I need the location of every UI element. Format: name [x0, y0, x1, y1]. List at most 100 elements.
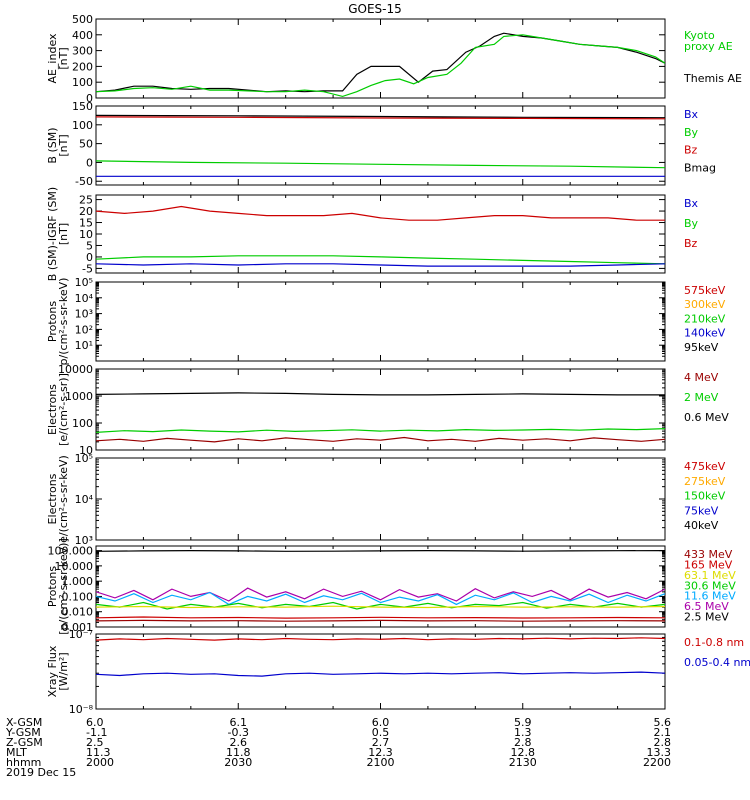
ae-legend-themis-ae: Themis AE	[683, 72, 742, 85]
x-axis-value: 5.9	[514, 716, 532, 729]
x-axis-value: 1.3	[514, 726, 532, 739]
protons_hi-series-6-5-mev	[96, 587, 665, 602]
ae-series-kyoto-proxy-ae	[96, 34, 665, 98]
ae-frame	[95, 18, 666, 99]
x-axis-value: 6.1	[230, 716, 248, 729]
x-axis-value: 11.3	[86, 746, 111, 759]
electrons_e-legend-75kev: 75keV	[684, 504, 719, 517]
ae-y-tick-label: 100	[72, 76, 93, 89]
electrons_int-legend-0-6-mev: 0.6 MeV	[684, 411, 729, 424]
bigrf-legend-bz: Bz	[684, 237, 698, 250]
protons_hi-legend-2-5-mev: 2.5 MeV	[684, 611, 729, 624]
protons_hi-y-tick-label: 0.010	[62, 606, 94, 619]
ae-y-tick-label: 200	[72, 60, 93, 73]
protons_e-y-axis-label: Protons	[46, 301, 59, 342]
protons_hi-frame	[95, 545, 666, 628]
protons_hi-y-axis-label: Protons	[46, 566, 59, 607]
bsm-series-by	[96, 160, 665, 169]
protons_hi-y-tick-label: 10.000	[55, 560, 94, 573]
bsm-series-bmag	[96, 114, 665, 119]
electrons_int-y-axis-label: [e/(cm²-s-sr)]	[57, 373, 70, 446]
protons_hi-legend-30-6-mev: 30.6 MeV	[684, 579, 736, 592]
x-row-label-mlt: MLT	[6, 746, 27, 759]
bigrf-y-axis-label: [nT]	[57, 223, 70, 245]
protons_e-legend-210kev: 210keV	[684, 312, 726, 325]
bsm-legend-by: By	[684, 126, 699, 139]
electrons_e-y-axis-label: e/(cm²-s-sr-keV)	[57, 455, 70, 543]
x-row-label-z-gsm: Z-GSM	[6, 736, 43, 749]
bsm-y-axis-label: B (SM)	[46, 127, 59, 163]
x-axis-value: 2130	[509, 756, 537, 769]
protons_hi-series-63-1-mev	[96, 605, 665, 609]
x-axis-value: 2100	[367, 756, 395, 769]
x-row-label-x-gsm: X-GSM	[6, 716, 42, 729]
electrons_e-frame	[95, 457, 666, 541]
xray-legend-0-05-0-4-nm: 0.05-0.4 nm	[684, 656, 750, 669]
panel-protons_hi: 0.001 0.010 0.100 1.000 10.000 100.000 Protons…	[46, 538, 736, 635]
panel-bsm: -50 0 50 100 150 B (SM)[nT] Bx By Bz Bmag	[46, 100, 716, 188]
plot-title: GOES-15	[348, 2, 402, 16]
xray-y-tick-label: 10⁻⁸	[69, 703, 94, 716]
ae-y-tick-label: 400	[72, 29, 93, 42]
protons_hi-series-11-6-mev	[96, 591, 665, 606]
x-axis-value: 2.1	[654, 726, 672, 739]
bigrf-series-bz	[96, 205, 665, 221]
x-axis-value: 11.8	[226, 746, 251, 759]
x-axis-value: 2030	[224, 756, 252, 769]
protons_hi-series-2-5-mev	[96, 549, 665, 552]
bsm-legend-bz: Bz	[684, 144, 698, 157]
protons_e-y-tick-label: 10⁵	[75, 276, 93, 289]
x-axis-value: -1.1	[86, 726, 107, 739]
bigrf-y-axis-label: B (SM)-IGRF (SM)	[46, 187, 59, 281]
x-axis-value: 12.3	[368, 746, 393, 759]
electrons_e-legend-275kev: 275keV	[684, 475, 726, 488]
x-axis-value: -0.3	[228, 726, 249, 739]
protons_hi-y-tick-label: 0.001	[62, 621, 94, 634]
electrons_int-y-axis-label: Electrons	[46, 384, 59, 435]
protons_e-y-tick-label: 10⁴	[75, 292, 94, 305]
ae-legend-proxy-ae: proxy AE	[684, 40, 733, 53]
electrons_e-legend-150kev: 150keV	[684, 490, 726, 503]
bigrf-series-by	[96, 255, 665, 265]
electrons_e-legend-475kev: 475keV	[684, 460, 726, 473]
bigrf-y-tick-label: 5	[86, 239, 93, 252]
xray-y-axis-label: Xray Flux	[46, 645, 59, 697]
electrons_int-y-tick-label: 100	[72, 417, 93, 430]
bigrf-y-tick-label: 20	[79, 205, 93, 218]
x-axis-value: 2200	[643, 756, 671, 769]
electrons_e-y-tick-label: 10⁴	[75, 493, 94, 506]
ae-legend-kyoto: Kyoto	[684, 29, 715, 42]
bigrf-legend-by: By	[684, 217, 699, 230]
ae-y-axis-label: AE_index	[46, 33, 59, 84]
x-axis-value: 2.8	[514, 736, 532, 749]
electrons_int-y-tick-label: 10	[79, 444, 93, 457]
electrons_int-y-tick-label: 10000	[58, 363, 93, 376]
protons_hi-legend-6-5-mev: 6.5 MeV	[684, 600, 729, 613]
bsm-y-tick-label: 100	[72, 119, 93, 132]
protons_e-legend-300kev: 300keV	[684, 298, 726, 311]
x-axis-value: 12.8	[511, 746, 536, 759]
bsm-y-tick-label: 150	[72, 100, 93, 113]
electrons_e-y-axis-label: Electrons	[46, 473, 59, 524]
xray-series-0-1-0-8-nm	[96, 637, 665, 641]
xray-series-0-05-0-4-nm	[96, 671, 665, 677]
bsm-y-tick-label: 50	[79, 138, 93, 151]
ae-series-themis-ae	[96, 32, 665, 93]
x-axis-value: 6.0	[86, 716, 104, 729]
protons_e-legend-140kev: 140keV	[684, 327, 726, 340]
ae-y-tick-label: 500	[72, 13, 93, 26]
x-axis-value: 2.8	[654, 736, 672, 749]
protons_hi-series-30-6-mev	[96, 601, 665, 610]
protons_hi-legend-63-1-mev: 63.1 MeV	[684, 569, 736, 582]
xray-y-axis-label: [W/m²]	[57, 652, 70, 690]
protons_hi-y-tick-label: 0.100	[62, 590, 94, 603]
electrons_int-series-4-mev	[96, 436, 665, 443]
bigrf-legend-bx: Bx	[684, 197, 699, 210]
x-axis-value: 13.3	[647, 746, 672, 759]
bigrf-y-tick-label: 10	[79, 228, 93, 241]
protons_e-legend-95kev: 95keV	[684, 341, 719, 354]
x-axis-value: 6.0	[372, 716, 390, 729]
